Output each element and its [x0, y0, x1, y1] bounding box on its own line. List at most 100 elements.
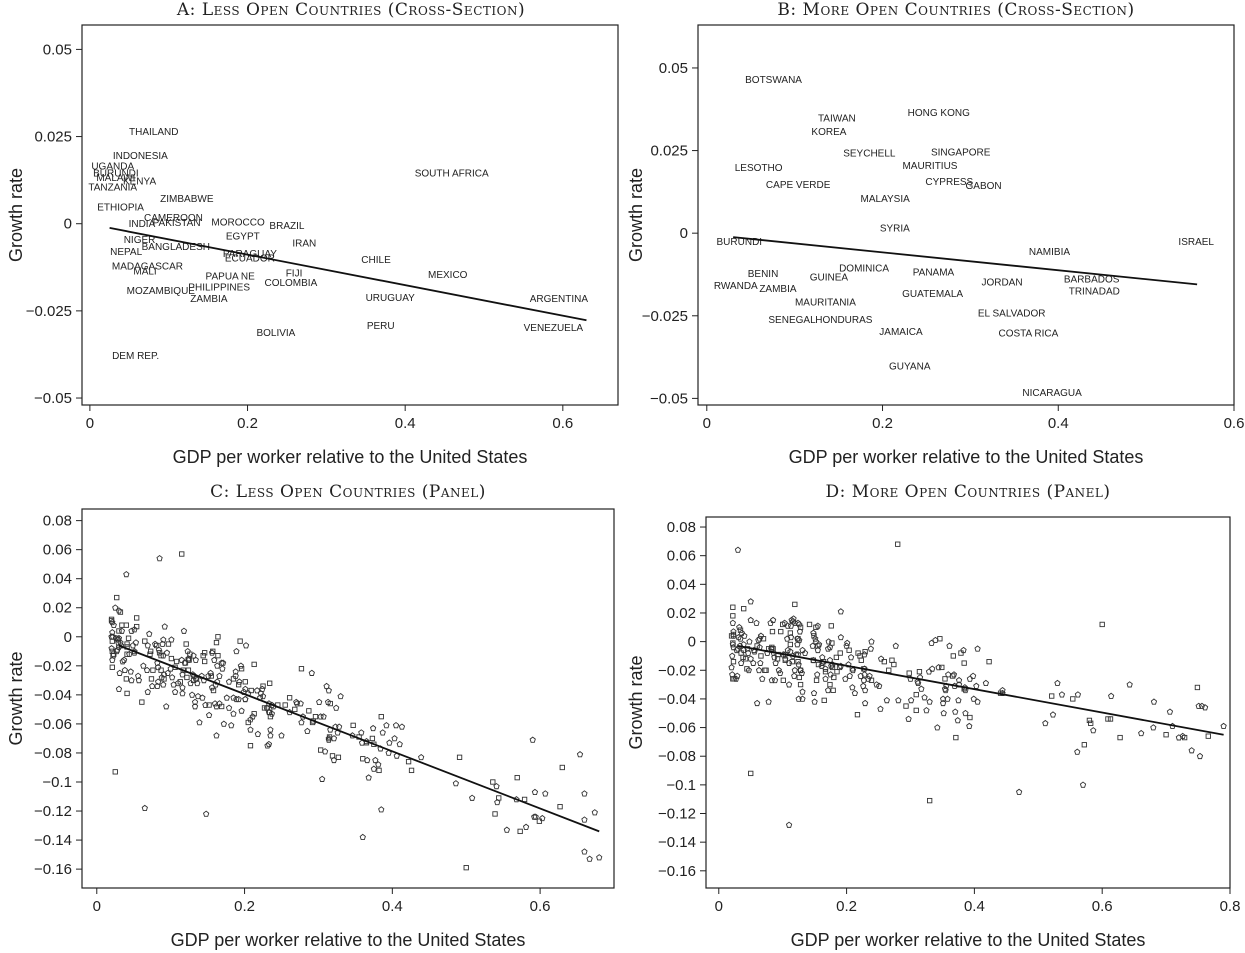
point-label: MOROCCO: [211, 217, 265, 228]
data-point: [184, 674, 190, 681]
data-point: [734, 645, 742, 652]
data-point: [822, 669, 829, 675]
data-point: [775, 666, 782, 674]
data-point: [962, 709, 969, 717]
data-point: [183, 641, 189, 647]
chart-title-a: A: Less Open Countries (Cross-Section): [176, 0, 526, 20]
data-point: [962, 686, 969, 694]
point-label: COLOMBIA: [264, 278, 317, 289]
data-point: [129, 642, 137, 649]
point-label: PANAMA: [913, 268, 955, 279]
point-label: VENEZUELA: [524, 323, 584, 334]
point-label: GUINEA: [810, 272, 849, 283]
data-point: [168, 655, 175, 662]
data-point: [213, 703, 220, 710]
data-point: [831, 674, 837, 681]
data-point: [812, 635, 819, 642]
data-point: [787, 641, 794, 648]
data-point: [939, 664, 945, 671]
data-point: [733, 646, 740, 654]
data-point: [156, 555, 163, 562]
data-point: [225, 704, 233, 711]
data-point: [190, 652, 197, 659]
data-point: [141, 804, 148, 811]
point-label: EGYPT: [226, 231, 260, 242]
data-point: [925, 668, 933, 675]
data-point: [187, 679, 194, 687]
data-point: [837, 633, 844, 641]
data-point: [796, 628, 804, 635]
data-point: [1188, 747, 1195, 754]
data-point: [813, 677, 820, 683]
data-point: [144, 688, 151, 695]
data-point: [738, 650, 744, 656]
data-point: [128, 627, 135, 634]
data-point: [205, 711, 213, 719]
point-label: FIJI: [286, 269, 303, 280]
data-point: [150, 667, 156, 673]
data-point: [846, 647, 852, 653]
data-point: [811, 698, 818, 705]
chart-panel-b: B: More Open Countries (Cross-Section) 0…: [620, 0, 1245, 470]
x-tick-label: 0: [703, 415, 711, 432]
data-point: [232, 672, 239, 679]
data-point: [109, 648, 115, 654]
data-point: [317, 713, 324, 720]
point-label: GABON: [966, 181, 1002, 192]
regression-line: [109, 227, 587, 322]
point-label: RWANDA: [714, 281, 758, 292]
data-point: [923, 707, 930, 714]
data-point: [908, 696, 915, 704]
data-point: [170, 681, 177, 688]
data-point: [135, 676, 143, 684]
y-tick-label: 0.04: [667, 576, 696, 593]
data-point: [799, 695, 806, 702]
data-point: [937, 636, 943, 642]
data-point: [251, 711, 257, 717]
data-point: [265, 740, 273, 748]
data-point: [837, 650, 843, 656]
data-point: [861, 699, 869, 707]
point-label: TRINADAD: [1069, 287, 1120, 298]
data-point: [939, 699, 947, 707]
data-point: [801, 649, 809, 656]
data-point: [236, 678, 243, 685]
data-point: [1107, 716, 1114, 722]
data-point: [596, 854, 603, 861]
data-point: [861, 686, 869, 694]
data-point: [730, 604, 736, 610]
data-point: [522, 823, 530, 830]
data-point: [809, 642, 816, 649]
data-point: [1049, 693, 1055, 699]
y-tick-label: 0.02: [667, 605, 696, 622]
data-point: [967, 714, 973, 721]
data-point: [237, 662, 244, 669]
data-point: [1150, 724, 1157, 731]
data-point: [940, 709, 947, 717]
data-point: [745, 649, 752, 656]
data-point: [1070, 696, 1076, 702]
data-point: [140, 662, 147, 669]
data-point: [860, 682, 867, 689]
data-point: [914, 678, 921, 685]
data-point: [233, 695, 240, 703]
data-point: [736, 623, 743, 631]
x-tick-label: 0.2: [234, 898, 255, 915]
data-point: [242, 679, 248, 685]
data-point: [159, 640, 166, 647]
data-point: [942, 686, 949, 694]
data-point: [857, 653, 863, 659]
data-point: [144, 642, 151, 649]
data-point: [218, 659, 225, 666]
data-point: [267, 726, 274, 733]
data-point: [297, 700, 304, 707]
data-point: [360, 756, 366, 762]
data-point: [777, 669, 784, 676]
point-label: BOLIVIA: [256, 328, 295, 339]
data-point: [205, 672, 212, 679]
y-tick-label: −0.14: [658, 834, 696, 851]
data-point: [177, 679, 183, 685]
point-label: BRAZIL: [269, 221, 304, 232]
y-tick-label: 0.05: [659, 60, 688, 77]
data-point: [531, 813, 538, 820]
